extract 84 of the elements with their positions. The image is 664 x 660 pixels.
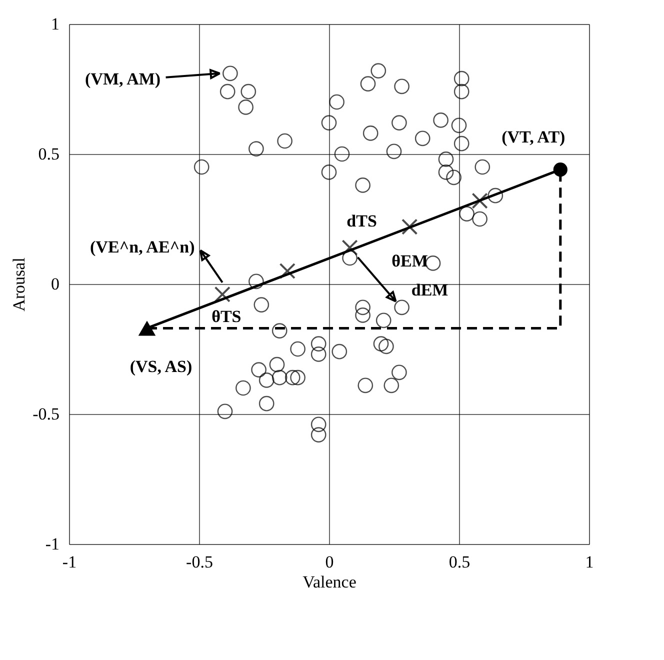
y-tick-label: -0.5 [32, 404, 60, 424]
point [240, 84, 256, 100]
point [272, 323, 288, 338]
point [138, 320, 156, 336]
x-axis-title: Valence [302, 572, 356, 592]
point [238, 100, 254, 115]
point [433, 112, 448, 128]
point [217, 404, 233, 420]
x-tick-label: -0.5 [186, 552, 213, 572]
point [358, 378, 374, 394]
point [376, 312, 392, 328]
annotation: dEM [411, 280, 448, 300]
annotation: dTS [346, 212, 377, 231]
point [310, 346, 326, 362]
point [321, 164, 337, 180]
point [454, 136, 470, 152]
point [472, 192, 488, 209]
point [488, 188, 504, 204]
point [355, 308, 370, 323]
point [329, 94, 344, 110]
point [362, 126, 378, 141]
point [392, 115, 407, 130]
y-tick-label: -1 [45, 534, 60, 554]
point [251, 362, 266, 378]
point [269, 356, 285, 372]
point [438, 164, 454, 180]
point [332, 344, 348, 360]
point [373, 336, 389, 352]
point [394, 78, 410, 94]
point [438, 152, 454, 167]
point [402, 218, 418, 235]
point [360, 76, 376, 92]
point [454, 84, 470, 100]
annotation: θEM [392, 252, 428, 271]
y-axis-title: Arousal [10, 257, 29, 312]
point [386, 144, 402, 160]
point [279, 262, 296, 280]
point [220, 84, 236, 100]
point [553, 162, 568, 177]
point [342, 240, 358, 256]
point [258, 372, 274, 388]
x-tick-label: 0 [325, 552, 334, 572]
point [355, 178, 370, 193]
annotation: (VT, AT) [502, 128, 566, 147]
point [370, 63, 386, 78]
point [321, 115, 337, 130]
point [384, 378, 400, 394]
point [258, 396, 274, 412]
point [355, 300, 370, 316]
point [194, 159, 210, 175]
annotation: (VE^n, AE^n) [90, 237, 195, 256]
annotation: θTS [212, 307, 242, 326]
point [290, 370, 306, 386]
point [454, 70, 470, 86]
point [284, 370, 300, 386]
annotation: (VM, AM) [85, 69, 161, 88]
point [254, 297, 270, 312]
point [446, 170, 462, 186]
y-tick-label: 1 [51, 14, 60, 34]
point [310, 336, 326, 352]
point [272, 370, 288, 386]
x-tick-label: 1 [585, 552, 594, 572]
point [394, 300, 410, 316]
point [459, 206, 474, 222]
point [290, 341, 306, 357]
y-tick-label: 0.5 [38, 144, 60, 164]
point [392, 364, 407, 380]
point [277, 133, 292, 149]
point [222, 66, 238, 82]
point [334, 146, 350, 162]
point [310, 427, 326, 442]
x-tick-label: 0.5 [448, 552, 470, 572]
y-tick-label: 0 [51, 274, 60, 294]
point [451, 118, 467, 134]
point [236, 380, 251, 396]
point [310, 416, 326, 432]
point [378, 338, 394, 354]
point [248, 274, 264, 290]
point [248, 141, 264, 156]
point [214, 286, 230, 302]
annotation: (VS, AS) [130, 357, 192, 376]
point [414, 130, 430, 146]
point [472, 211, 488, 227]
point [474, 159, 490, 175]
